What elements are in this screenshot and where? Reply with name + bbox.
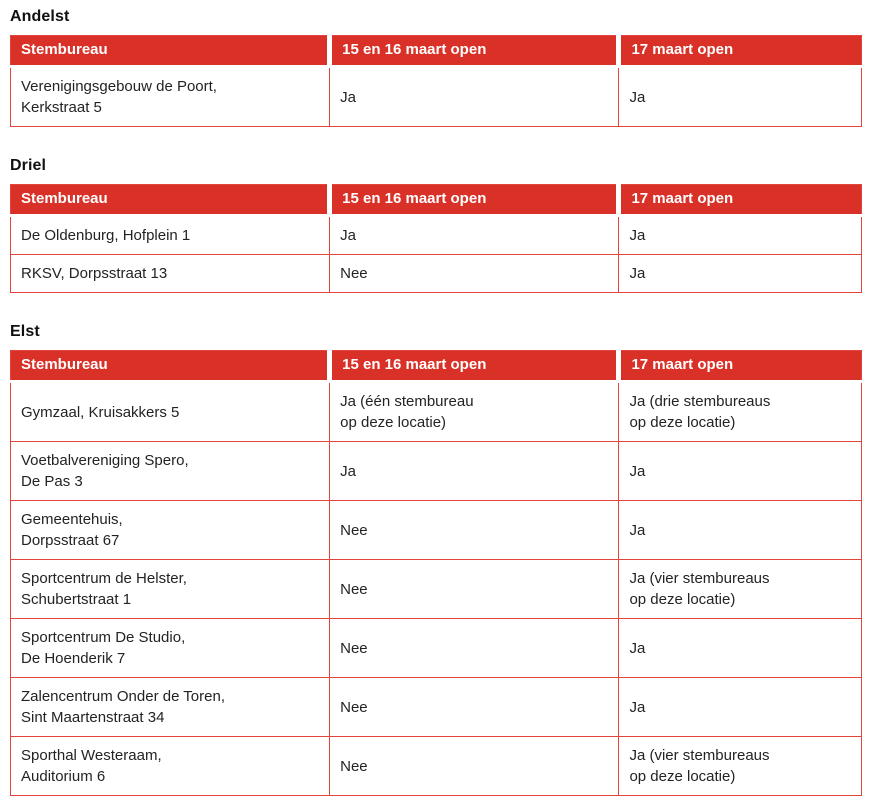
table-row: Sporthal Westeraam, Auditorium 6 Nee Ja (v…	[9, 736, 862, 796]
open-status-cell: Ja (één stembureau op deze locatie)	[329, 381, 620, 442]
table-row: Sportcentrum de Helster, Schubertstraat …	[9, 559, 862, 619]
section-title: Driel	[10, 157, 47, 174]
open-status-cell: Ja	[618, 618, 862, 678]
table-header-row: Stembureau 15 en 16 maart open 17 maart op…	[9, 350, 862, 383]
column-header: 15 en 16 maart open	[327, 35, 619, 68]
station-name-cell: Sportcentrum De Studio, De Hoenderik 7	[9, 618, 331, 678]
open-status-cell: Nee	[329, 559, 620, 619]
table-row: Gymzaal, Kruisakkers 5 Ja (één stembureau…	[9, 381, 862, 442]
section-title: Andelst	[10, 8, 70, 25]
open-status-cell: Ja	[329, 215, 620, 255]
open-status-cell: Ja	[329, 441, 620, 501]
open-status-cell: Ja	[329, 66, 620, 127]
column-header: Stembureau	[9, 35, 330, 68]
table-row: RKSV, Dorpsstraat 13 Nee Ja	[9, 254, 862, 293]
polling-stations-table: Stembureau 15 en 16 maart open 17 maart op…	[9, 184, 862, 293]
station-name-cell: Gymzaal, Kruisakkers 5	[9, 381, 331, 442]
open-status-cell: Ja (vier stembureaus op deze locatie)	[618, 736, 862, 796]
open-status-cell: Nee	[329, 736, 620, 796]
table-row: Voetbalvereniging Spero, De Pas 3 Ja Ja	[9, 441, 862, 501]
open-status-cell: Ja	[618, 441, 862, 501]
column-header: 17 maart open	[616, 184, 862, 217]
column-header: 15 en 16 maart open	[327, 350, 619, 383]
column-header: Stembureau	[9, 184, 330, 217]
table-header-row: Stembureau 15 en 16 maart open 17 maart op…	[9, 35, 862, 68]
open-status-cell: Nee	[329, 500, 620, 560]
station-name-cell: Sporthal Westeraam, Auditorium 6	[9, 736, 331, 796]
open-status-cell: Ja	[618, 254, 862, 293]
section-title: Elst	[10, 323, 40, 340]
column-header: Stembureau	[9, 350, 330, 383]
table-row: Sportcentrum De Studio, De Hoenderik 7 Ne…	[9, 618, 862, 678]
table-header-row: Stembureau 15 en 16 maart open 17 maart op…	[9, 184, 862, 217]
municipality-section: Driel Stembureau 15 en 16 maart open 17 ma…	[9, 157, 862, 293]
open-status-cell: Nee	[329, 254, 620, 293]
station-name-cell: Sportcentrum de Helster, Schubertstraat …	[9, 559, 331, 619]
open-status-cell: Ja	[618, 215, 862, 255]
municipality-section: Elst Stembureau 15 en 16 maart open 17 maa…	[9, 323, 862, 796]
column-header: 15 en 16 maart open	[327, 184, 619, 217]
polling-stations-table: Stembureau 15 en 16 maart open 17 maart op…	[9, 35, 862, 127]
open-status-cell: Ja	[618, 677, 862, 737]
station-name-cell: De Oldenburg, Hofplein 1	[9, 215, 331, 255]
column-header: 17 maart open	[616, 35, 862, 68]
open-status-cell: Nee	[329, 618, 620, 678]
table-row: Verenigingsgebouw de Poort, Kerkstraat 5…	[9, 66, 862, 127]
station-name-cell: RKSV, Dorpsstraat 13	[9, 254, 331, 293]
station-name-cell: Verenigingsgebouw de Poort, Kerkstraat 5	[9, 66, 331, 127]
open-status-cell: Nee	[329, 677, 620, 737]
municipality-section: Andelst Stembureau 15 en 16 maart open 17 …	[9, 8, 862, 127]
column-header: 17 maart open	[616, 350, 862, 383]
open-status-cell: Ja	[618, 66, 862, 127]
station-name-cell: Zalencentrum Onder de Toren, Sint Maarte…	[9, 677, 331, 737]
table-row: Zalencentrum Onder de Toren, Sint Maarte…	[9, 677, 862, 737]
open-status-cell: Ja (drie stembureaus op deze locatie)	[618, 381, 862, 442]
station-name-cell: Gemeentehuis, Dorpsstraat 67	[9, 500, 331, 560]
open-status-cell: Ja (vier stembureaus op deze locatie)	[618, 559, 862, 619]
table-row: De Oldenburg, Hofplein 1 Ja Ja	[9, 215, 862, 255]
table-row: Gemeentehuis, Dorpsstraat 67 Nee Ja	[9, 500, 862, 560]
station-name-cell: Voetbalvereniging Spero, De Pas 3	[9, 441, 331, 501]
polling-stations-table: Stembureau 15 en 16 maart open 17 maart op…	[9, 350, 862, 796]
open-status-cell: Ja	[618, 500, 862, 560]
